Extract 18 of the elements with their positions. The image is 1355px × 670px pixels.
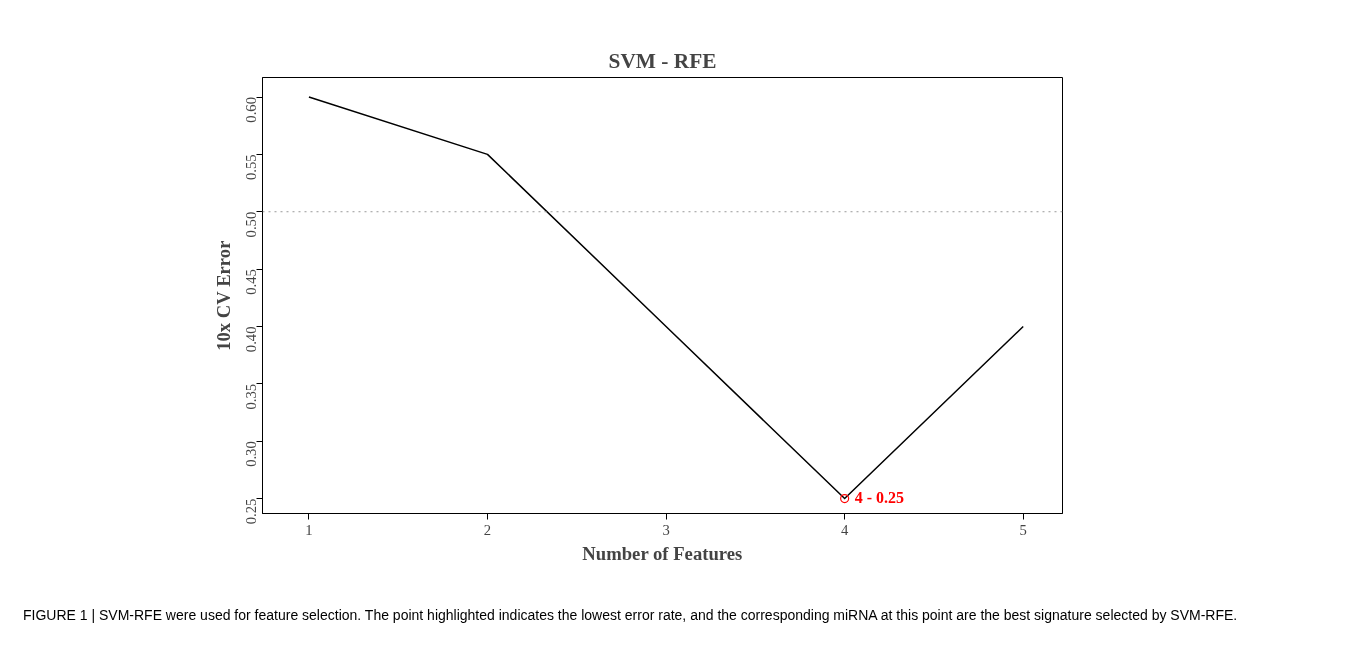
y-tick-label: 0.50: [243, 211, 260, 238]
y-tick-label: 0.30: [243, 441, 260, 467]
x-tick-label: 3: [662, 521, 670, 538]
x-tick-label: 4: [840, 521, 849, 538]
x-tick-label: 5: [1019, 521, 1027, 538]
y-axis-title: 10x CV Error: [212, 240, 234, 351]
y-tick-label: 0.40: [243, 326, 260, 353]
caption: FIGURE 1 | SVM-RFE were used for feature selection. The point highlighted indicates the lowest error rate, and the corresponding miRNA at this point are the best signature selected by SVM-RFE.: [23, 606, 1238, 625]
annotation: 4 - 0.25: [854, 488, 904, 506]
chart-title: SVM - RFE: [608, 48, 717, 73]
y-tick-label: 0.35: [243, 383, 260, 410]
x-tick-label: 1: [305, 521, 313, 538]
y-tick-label: 0.55: [243, 154, 260, 181]
y-tick-label: 0.45: [243, 269, 260, 295]
y-tick-label: 0.60: [243, 97, 260, 123]
y-tick-label: 0.25: [243, 498, 260, 525]
x-tick-label: 2: [483, 521, 492, 538]
x-axis-title: Number of Features: [582, 542, 743, 564]
